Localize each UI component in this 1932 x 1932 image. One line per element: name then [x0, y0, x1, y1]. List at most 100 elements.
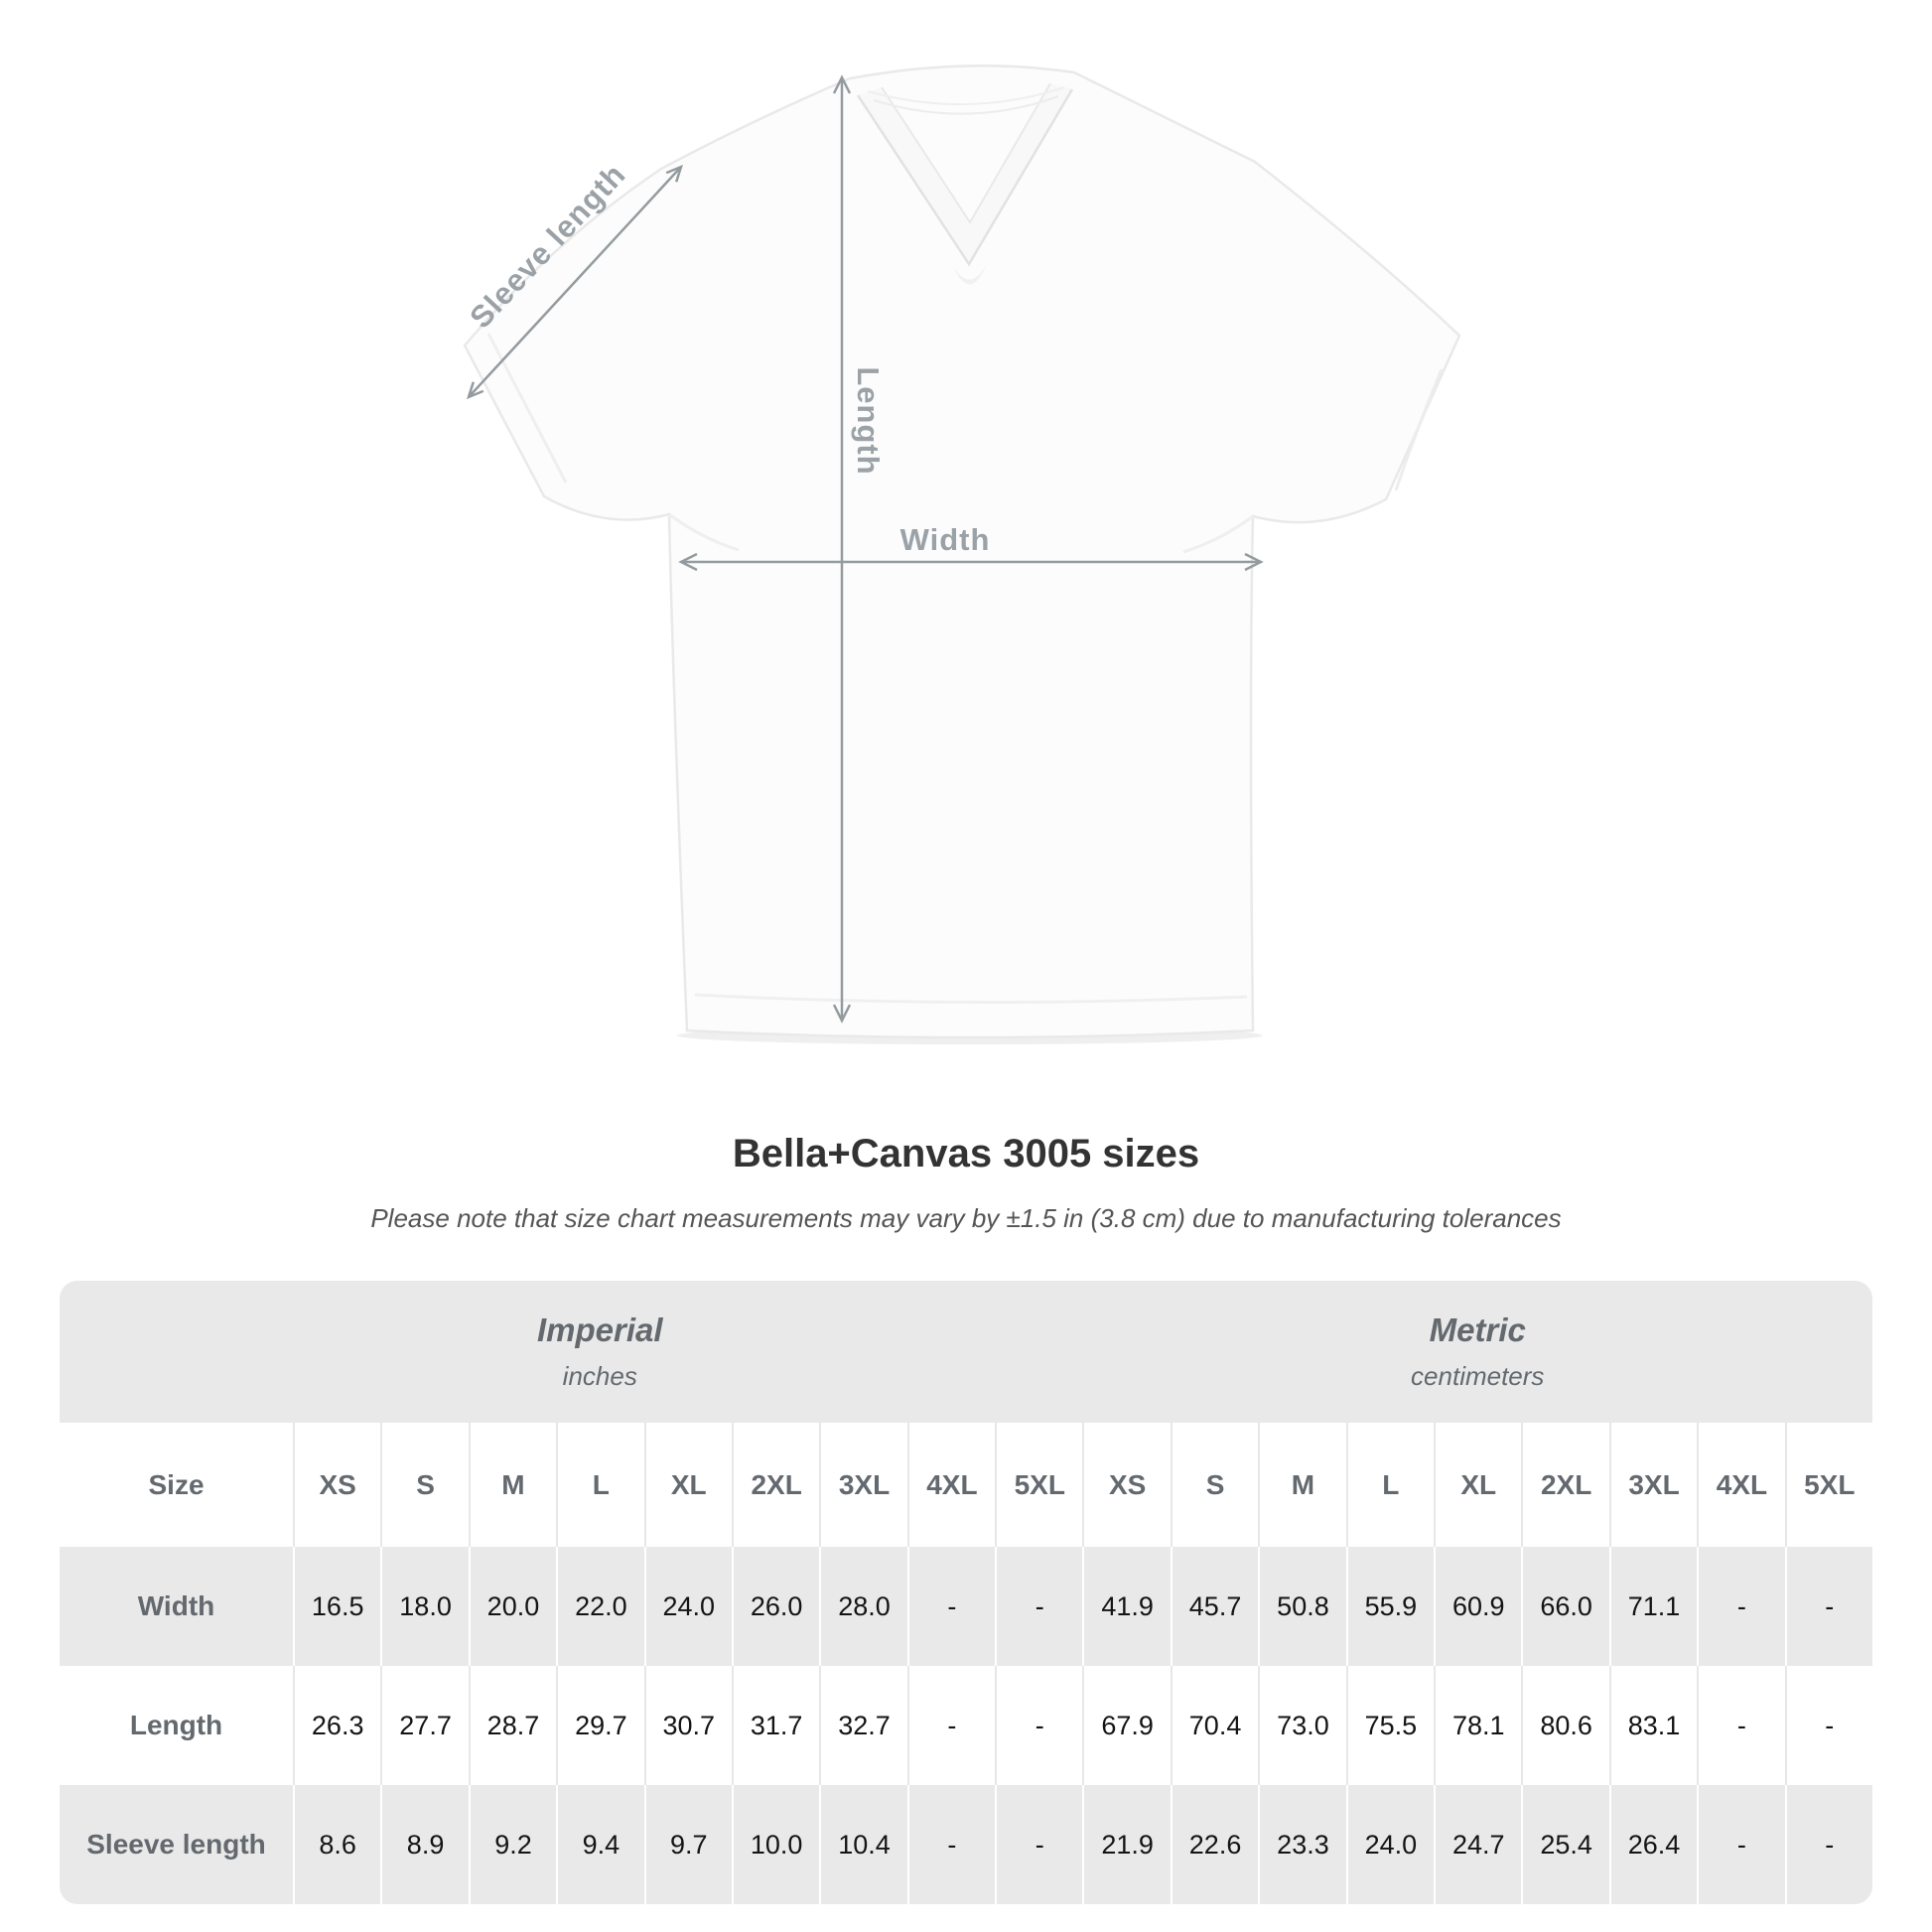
metric-value-cell: 60.9	[1434, 1547, 1521, 1666]
metric-value-cell: 71.1	[1608, 1547, 1697, 1666]
imperial-value-cell: 9.7	[643, 1785, 732, 1904]
metric-value-cell: 45.7	[1170, 1547, 1258, 1666]
metric-value-cell: 50.8	[1258, 1547, 1345, 1666]
size-header-cell: 3XL	[1608, 1423, 1697, 1547]
hem-stitch	[694, 993, 1248, 1005]
imperial-value-cell: 28.0	[819, 1547, 906, 1666]
imperial-value-cell: -	[906, 1785, 995, 1904]
size-column-header: Size	[148, 1468, 205, 1500]
metric-value-cell: -	[1784, 1547, 1872, 1666]
imperial-value-cell: 27.7	[380, 1666, 468, 1785]
table-row: Width 16.5 18.0 20.0 22.0 24.0 26.0 28.0- -41.9 4…	[60, 1547, 1872, 1666]
imperial-value-cell: -	[995, 1666, 1082, 1785]
collar-back-seam-1	[867, 86, 1065, 106]
collar-back-seam-2	[873, 95, 1059, 115]
imperial-value-cell: 30.7	[643, 1666, 732, 1785]
tshirt-illustration	[463, 65, 1461, 1044]
metric-value-cell: 55.9	[1345, 1547, 1434, 1666]
imperial-header: Imperial inches	[60, 1281, 1083, 1423]
metric-value-cell: 21.9	[1082, 1785, 1170, 1904]
metric-unit-label: centimeters	[1411, 1361, 1545, 1391]
shirt-body	[463, 65, 1461, 1039]
metric-value-cell: 23.3	[1258, 1785, 1345, 1904]
metric-value-cell: 22.6	[1170, 1785, 1258, 1904]
imperial-value-cell: 31.7	[731, 1666, 819, 1785]
imperial-value-cell: 29.7	[556, 1666, 643, 1785]
page-subtitle: Please note that size chart measurements…	[370, 1203, 1562, 1233]
imperial-value-cell: 24.0	[643, 1547, 732, 1666]
imperial-value-cell: 9.4	[556, 1785, 643, 1904]
metric-label: Metric	[1429, 1311, 1526, 1348]
size-header-cell: L	[1345, 1423, 1434, 1547]
size-header-cell: XL	[643, 1423, 732, 1547]
row-label-cell: Length	[129, 1710, 223, 1740]
table-row: Length 26.3 27.7 28.7 29.7 30.7 31.7 32.7- -67.9…	[60, 1666, 1872, 1785]
page-title: Bella+Canvas 3005 sizes	[732, 1132, 1200, 1175]
imperial-value-cell: -	[995, 1547, 1082, 1666]
metric-value-cell: 26.4	[1608, 1785, 1697, 1904]
size-header-cell: 4XL	[1697, 1423, 1784, 1547]
metric-value-cell: -	[1784, 1666, 1872, 1785]
imperial-value-cell: 28.7	[468, 1666, 556, 1785]
imperial-value-cell: 16.5	[293, 1547, 380, 1666]
imperial-value-cell: 26.0	[731, 1547, 819, 1666]
size-header-cell: 5XL	[1784, 1423, 1872, 1547]
metric-value-cell: -	[1784, 1785, 1872, 1904]
imperial-value-cell: 18.0	[380, 1547, 468, 1666]
size-table: Imperial inches Metric centimeters Size X…	[60, 1281, 1872, 1904]
metric-value-cell: -	[1697, 1547, 1784, 1666]
imperial-value-cell: 10.0	[731, 1785, 819, 1904]
metric-value-cell: 80.6	[1521, 1666, 1608, 1785]
imperial-unit-label: inches	[562, 1361, 637, 1391]
metric-header: Metric centimeters	[1083, 1281, 1873, 1423]
metric-value-cell: -	[1697, 1666, 1784, 1785]
size-header-cell: M	[1258, 1423, 1345, 1547]
tshirt-measurement-diagram: Sleeve length Length Width	[463, 65, 1461, 1044]
length-label: Length	[851, 366, 886, 476]
sleeve-length-arrow	[467, 164, 683, 400]
metric-value-cell: 73.0	[1258, 1666, 1345, 1785]
width-label: Width	[899, 522, 991, 557]
metric-value-cell: 24.0	[1345, 1785, 1434, 1904]
size-header-cell: S	[380, 1423, 468, 1547]
left-cuff-stitch	[486, 333, 568, 483]
imperial-value-cell: 10.4	[819, 1785, 906, 1904]
table-row: Sleeve length 8.6 8.9 9.2 9.4 9.7 10.0 10.4- -21…	[60, 1785, 1872, 1904]
size-header-cell: L	[556, 1423, 643, 1547]
size-header-cell: 3XL	[819, 1423, 906, 1547]
size-header-cell: 2XL	[731, 1423, 819, 1547]
row-label-cell: Sleeve length	[86, 1829, 266, 1860]
size-header-cell: S	[1170, 1423, 1258, 1547]
metric-value-cell: 83.1	[1608, 1666, 1697, 1785]
collar-inner-edge	[881, 82, 1051, 224]
metric-value-cell: 25.4	[1521, 1785, 1608, 1904]
metric-value-cell: 66.0	[1521, 1547, 1608, 1666]
unit-header-row: Imperial inches Metric centimeters	[60, 1281, 1872, 1423]
size-header-cell: 2XL	[1521, 1423, 1608, 1547]
row-label-cell: Width	[137, 1590, 215, 1621]
metric-value-cell: 24.7	[1434, 1785, 1521, 1904]
imperial-value-cell: 26.3	[293, 1666, 380, 1785]
imperial-value-cell: 20.0	[468, 1547, 556, 1666]
right-cuff-stitch	[1394, 368, 1444, 491]
size-header-cell: 5XL	[995, 1423, 1082, 1547]
metric-value-cell: 75.5	[1345, 1666, 1434, 1785]
imperial-value-cell: 32.7	[819, 1666, 906, 1785]
metric-value-cell: -	[1697, 1785, 1784, 1904]
right-armpit-crease	[1182, 514, 1254, 554]
metric-value-cell: 70.4	[1170, 1666, 1258, 1785]
metric-value-cell: 67.9	[1082, 1666, 1170, 1785]
size-header-row: Size XS S M L XL 2XL 3XL 4XL 5XL XS S M L XL 2XL 3XL 4XL 5…	[60, 1423, 1872, 1547]
vneck-shadow	[953, 264, 987, 285]
imperial-value-cell: 8.9	[380, 1785, 468, 1904]
size-header-cell: 4XL	[906, 1423, 995, 1547]
size-header-cell: XS	[1082, 1423, 1170, 1547]
imperial-value-cell: -	[995, 1785, 1082, 1904]
size-table-body: Width 16.5 18.0 20.0 22.0 24.0 26.0 28.0- -41.9 4…	[60, 1547, 1872, 1904]
imperial-value-cell: -	[906, 1547, 995, 1666]
imperial-value-cell: 8.6	[293, 1785, 380, 1904]
width-arrow	[678, 552, 1264, 572]
imperial-value-cell: 22.0	[556, 1547, 643, 1666]
left-armpit-crease	[668, 512, 740, 552]
